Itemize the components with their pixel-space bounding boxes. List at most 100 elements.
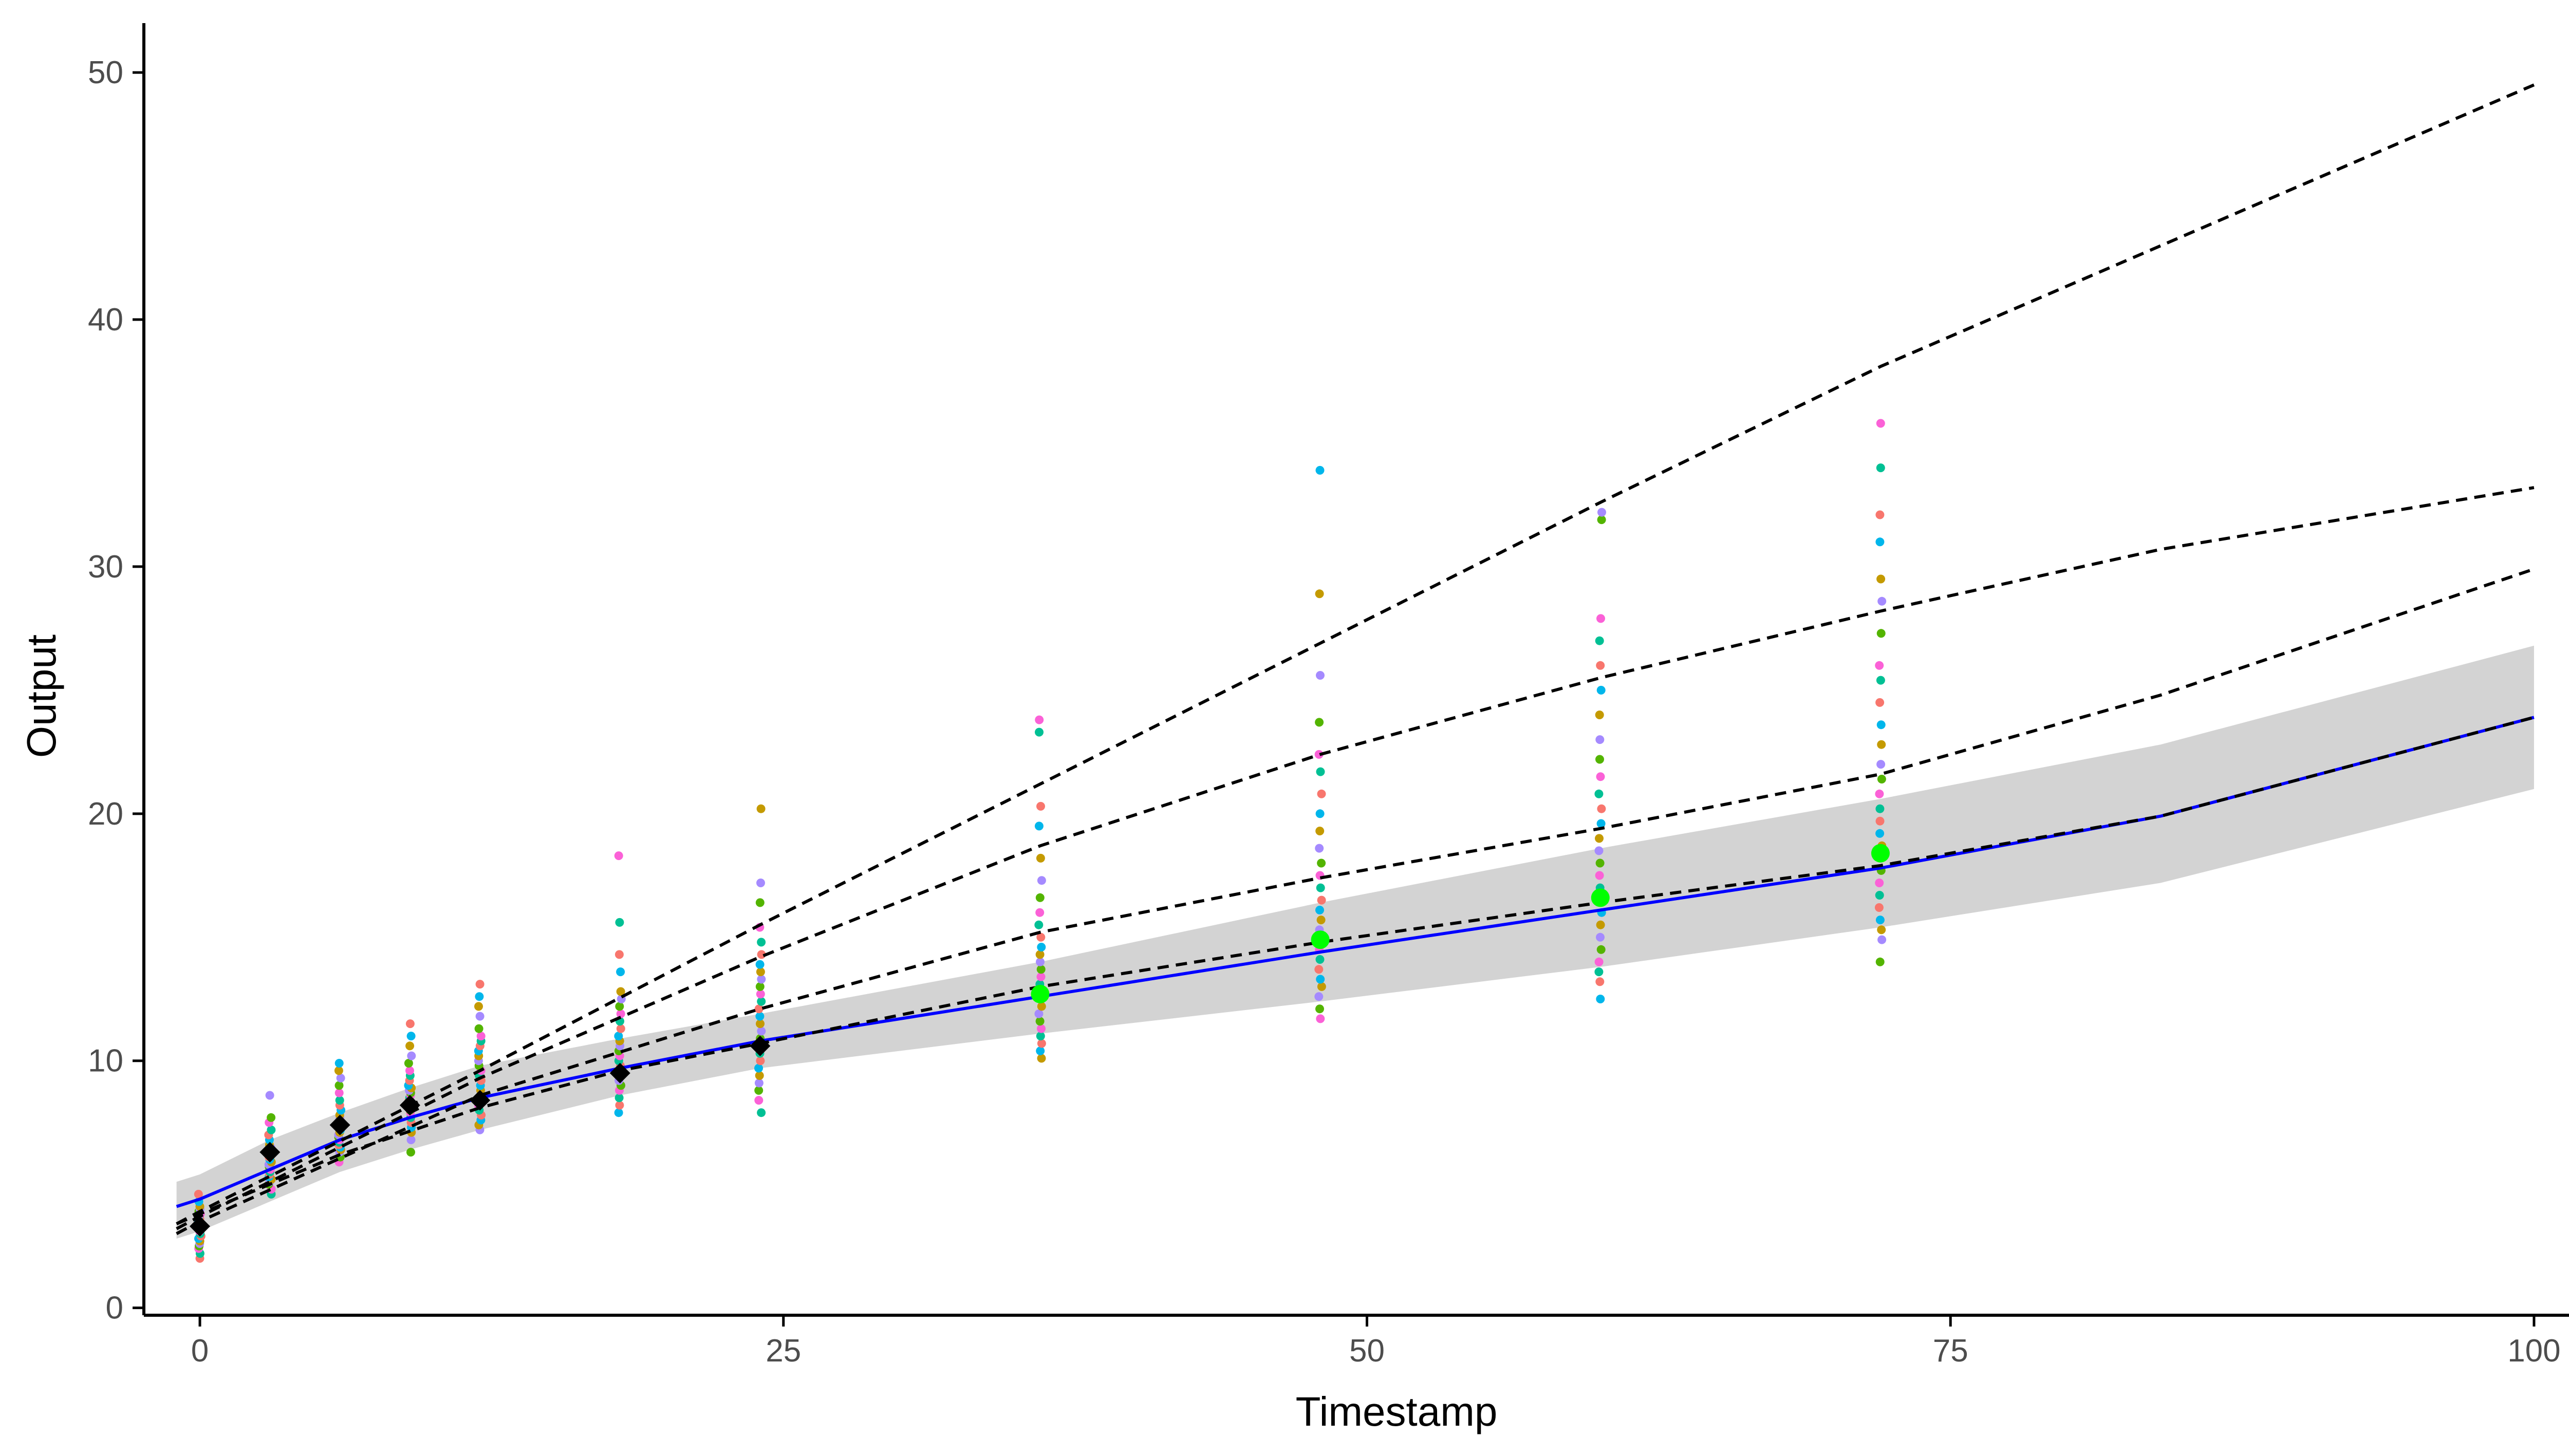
data-point	[476, 1032, 486, 1041]
data-point	[1876, 574, 1886, 584]
data-point	[335, 1096, 344, 1105]
data-point	[1597, 508, 1606, 517]
data-point	[1037, 1002, 1046, 1011]
data-point	[1875, 816, 1885, 826]
lines-layer	[176, 83, 2535, 1235]
observed-mean-marker	[259, 1142, 281, 1163]
y-axis-title: Output	[18, 634, 64, 758]
data-point	[336, 1073, 345, 1082]
data-point	[334, 1081, 344, 1090]
observed-mean-marker	[609, 1062, 630, 1084]
data-point	[1877, 740, 1886, 749]
x-tick-label: 25	[766, 1333, 801, 1369]
x-axis-title: Timestamp	[1296, 1389, 1498, 1434]
data-point	[1315, 465, 1325, 475]
observed-mean-marker	[190, 1216, 211, 1237]
data-point	[1596, 819, 1606, 828]
data-point	[1875, 916, 1885, 925]
data-point	[615, 918, 624, 927]
data-point	[475, 980, 485, 989]
data-point	[757, 975, 766, 984]
data-point	[1036, 932, 1046, 942]
data-point	[1315, 905, 1324, 914]
data-point	[614, 1032, 623, 1041]
data-point	[1874, 903, 1884, 912]
data-point	[757, 938, 766, 947]
y-tick-label: 10	[88, 1043, 123, 1079]
data-point	[1595, 871, 1604, 880]
y-tick-label: 0	[106, 1291, 123, 1326]
data-point	[754, 1078, 764, 1088]
data-point	[1595, 711, 1604, 719]
data-point	[1037, 943, 1046, 951]
data-point	[1876, 676, 1885, 685]
data-point	[1317, 982, 1326, 991]
data-point	[1036, 972, 1046, 981]
predicted-mean-marker	[1311, 930, 1330, 949]
data-point	[756, 1056, 765, 1066]
data-point	[1037, 1024, 1046, 1033]
data-point	[756, 967, 765, 977]
data-point	[1875, 804, 1885, 813]
data-point	[1596, 932, 1605, 942]
data-point	[1596, 685, 1606, 695]
data-point	[756, 804, 766, 813]
data-point	[615, 1100, 624, 1110]
data-point	[1035, 1017, 1045, 1026]
data-point	[1316, 1014, 1325, 1023]
data-point	[1876, 419, 1885, 428]
data-point	[1877, 775, 1886, 783]
data-point	[1314, 750, 1324, 759]
data-point	[616, 1024, 625, 1033]
data-point	[1596, 614, 1605, 623]
data-point	[1596, 661, 1605, 670]
data-point	[1877, 596, 1887, 606]
data-point	[756, 990, 765, 999]
data-point	[1876, 629, 1886, 638]
data-point	[267, 1125, 276, 1134]
data-point	[757, 1026, 766, 1036]
data-point	[1875, 891, 1884, 900]
observed-mean-marker	[399, 1095, 420, 1116]
data-point	[1035, 715, 1044, 724]
predicted-mean-marker	[1591, 888, 1610, 907]
data-point	[1596, 772, 1605, 781]
data-point	[1594, 957, 1604, 966]
data-point	[1595, 636, 1604, 645]
data-point	[334, 1088, 344, 1097]
y-tick-label: 20	[88, 796, 123, 832]
data-point	[1316, 767, 1325, 776]
y-tick-label: 40	[88, 302, 123, 338]
data-point	[1036, 965, 1046, 974]
observed-mean-marker	[470, 1090, 491, 1111]
dashed-curve-5	[176, 567, 2535, 1235]
data-point	[1034, 1009, 1044, 1018]
data-point	[1315, 1004, 1324, 1014]
data-point	[1036, 1047, 1045, 1055]
data-point	[616, 987, 625, 996]
data-point	[757, 997, 766, 1006]
data-point	[1597, 804, 1606, 813]
data-point	[615, 1002, 624, 1011]
data-point	[755, 960, 765, 969]
data-point	[756, 1019, 765, 1029]
data-point	[614, 1108, 623, 1117]
data-point	[1595, 735, 1605, 744]
data-point	[334, 1059, 344, 1068]
data-point	[1596, 920, 1605, 929]
data-point	[616, 1009, 625, 1018]
data-point	[334, 1066, 343, 1075]
data-point	[1035, 908, 1045, 917]
observed-mean-marker	[329, 1114, 350, 1135]
y-tick-label: 50	[88, 55, 123, 90]
data-point	[1875, 957, 1885, 966]
data-point	[754, 1096, 764, 1105]
x-tick-label: 100	[2507, 1333, 2560, 1369]
data-point	[475, 992, 484, 1001]
data-point	[1595, 977, 1605, 986]
data-point	[265, 1091, 274, 1100]
data-point	[1035, 950, 1045, 959]
data-point	[755, 898, 765, 907]
data-point	[755, 1071, 764, 1080]
data-point	[1875, 879, 1884, 887]
